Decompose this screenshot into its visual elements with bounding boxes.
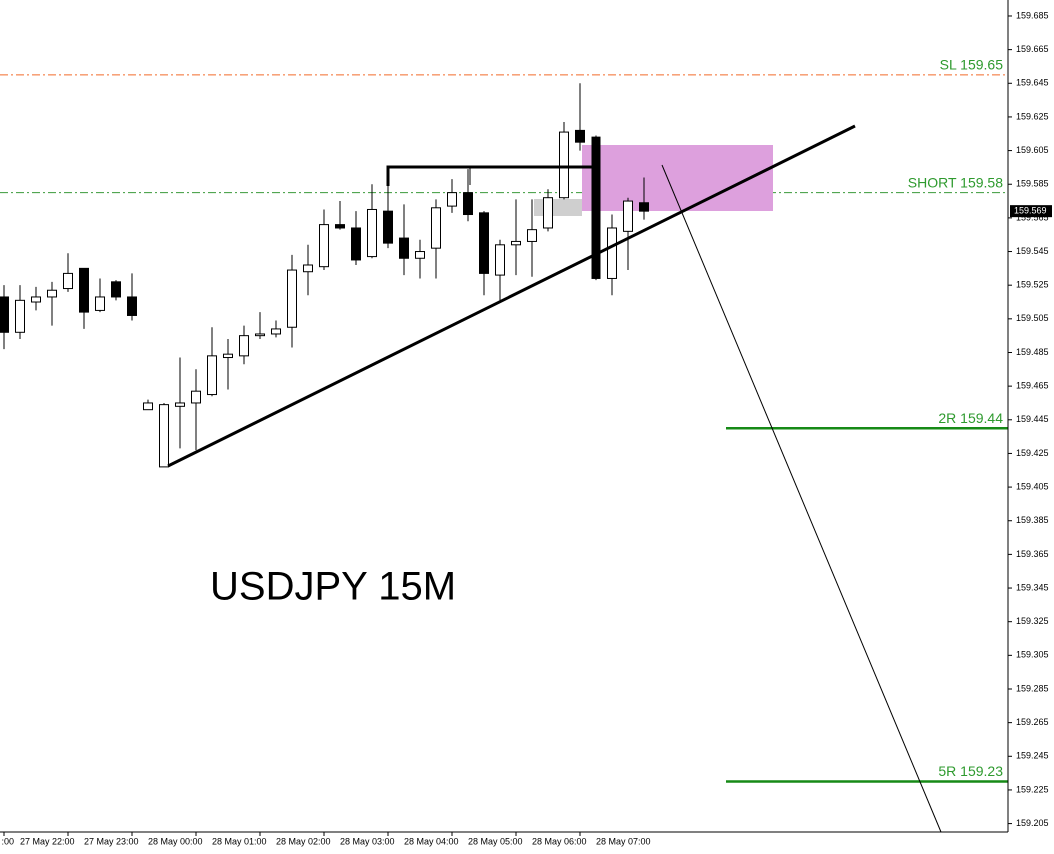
y-tick-label: 159.265 (1016, 717, 1049, 727)
candle-body (127, 296, 137, 316)
candle-body (399, 237, 409, 259)
x-tick-label: 27 May 23:00 (84, 836, 139, 846)
y-tick-label: 159.525 (1016, 280, 1049, 290)
level-label: SHORT 159.58 (908, 174, 1003, 190)
candle-body (271, 328, 281, 335)
candle-body (479, 212, 489, 274)
candle-body (639, 202, 649, 212)
candle-body (239, 335, 249, 357)
y-tick-label: 159.225 (1016, 784, 1049, 794)
y-tick-label: 159.285 (1016, 683, 1049, 693)
candle-body (351, 227, 361, 261)
candle-body (111, 281, 121, 298)
y-tick-label: 159.245 (1016, 751, 1049, 761)
levels: SL 159.65 SHORT 159.58 2R 159.44 5R 159.23 (0, 57, 1008, 783)
candle-body (143, 402, 153, 411)
candle-body (543, 197, 553, 229)
x-tick-label: 28 May 02:00 (276, 836, 331, 846)
candle-body (303, 264, 313, 273)
candle-body (255, 333, 265, 337)
trendline (167, 124, 856, 468)
x-tick-label: 28 May 06:00 (532, 836, 587, 846)
candle-body (79, 267, 89, 313)
y-tick-label: 159.405 (1016, 481, 1049, 491)
candle-body (431, 207, 441, 249)
candle-body (159, 404, 169, 468)
candle-body (63, 272, 73, 290)
x-tick-label: 28 May 07:00 (596, 836, 651, 846)
y-tick-label: 159.625 (1016, 111, 1049, 121)
y-tick-label: 159.685 (1016, 10, 1049, 20)
current-price-label: 159.569 (1014, 206, 1047, 216)
candle-body (15, 299, 25, 333)
candle-body (463, 192, 473, 216)
y-tick-label: 159.325 (1016, 616, 1049, 626)
current-price-box (1010, 205, 1052, 218)
x-tick-label: 28 May 04:00 (404, 836, 459, 846)
y-tick-label: 159.505 (1016, 313, 1049, 323)
y-tick-label: 159.465 (1016, 381, 1049, 391)
y-tick-label: 159.565 (1016, 212, 1049, 222)
y-tick-label: 159.305 (1016, 650, 1049, 660)
projection-line (661, 164, 942, 833)
y-tick-label: 159.365 (1016, 549, 1049, 559)
axis: 159.205 159.225 159.245 159.265 159.285 159.3… (1, 10, 1052, 846)
gray-zone (534, 199, 582, 216)
supply-zone (582, 145, 773, 211)
candle-body (623, 200, 633, 232)
y-tick-label: 159.205 (1016, 818, 1049, 828)
candle-body (47, 289, 57, 298)
candles (0, 83, 649, 468)
candle-body (223, 353, 233, 359)
x-tick-label: 28 May 05:00 (468, 836, 523, 846)
candle-body (383, 210, 393, 244)
candle-body (447, 192, 457, 207)
range-line (386, 165, 596, 186)
y-tick-label: 159.425 (1016, 448, 1049, 458)
x-tick-label: 27 May 22:00 (20, 836, 75, 846)
candle-body (191, 390, 201, 404)
level-label: 5R 159.23 (938, 763, 1003, 779)
candle-body (319, 224, 329, 268)
candle-body (607, 227, 617, 279)
candle-body (559, 131, 569, 199)
candle-body (415, 251, 425, 259)
candle-body (287, 269, 297, 328)
candle-body (591, 136, 601, 279)
candle-body (367, 208, 377, 258)
candle-body (335, 224, 345, 229)
level-label: 2R 159.44 (938, 410, 1003, 426)
x-tick-label: :00 (1, 836, 14, 846)
y-tick-label: 159.545 (1016, 246, 1049, 256)
candle-body (95, 296, 105, 311)
y-tick-label: 159.485 (1016, 347, 1049, 357)
x-tick-label: 28 May 03:00 (340, 836, 395, 846)
candle-body (495, 244, 505, 276)
x-tick-label: 28 May 00:00 (148, 836, 203, 846)
candle-body (575, 129, 585, 143)
y-tick-label: 159.445 (1016, 414, 1049, 424)
candle-body (0, 296, 9, 333)
y-tick-label: 159.345 (1016, 582, 1049, 592)
y-tick-label: 159.645 (1016, 78, 1049, 88)
y-tick-label: 159.665 (1016, 44, 1049, 54)
level-label: SL 159.65 (940, 57, 1004, 73)
y-tick-label: 159.605 (1016, 145, 1049, 155)
candle-body (31, 296, 41, 303)
x-tick-label: 28 May 01:00 (212, 836, 267, 846)
candle-body (207, 355, 217, 396)
y-tick-label: 159.585 (1016, 179, 1049, 189)
candle-body (175, 402, 185, 407)
candle-body (527, 229, 537, 242)
chart-title: USDJPY 15M (210, 565, 456, 609)
candle-body (511, 240, 521, 246)
y-tick-label: 159.385 (1016, 515, 1049, 525)
